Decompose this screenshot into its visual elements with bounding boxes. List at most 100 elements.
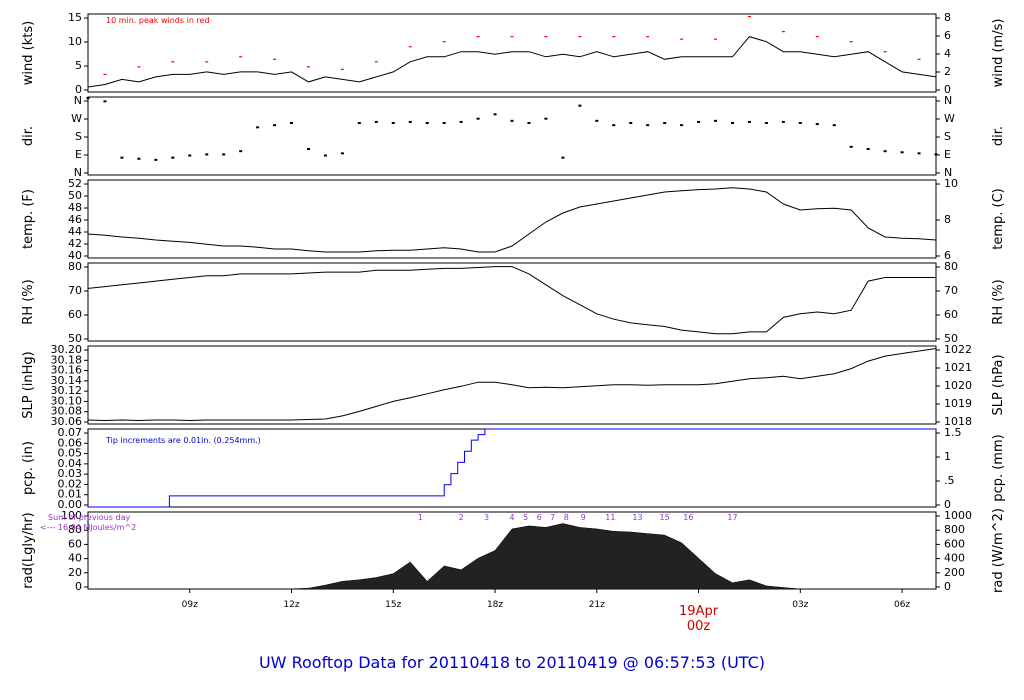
dir-point	[408, 120, 412, 123]
left-axis-label: dir.	[21, 126, 36, 146]
dir-point	[629, 122, 633, 124]
dir-point	[374, 120, 378, 123]
dir-point	[340, 152, 344, 155]
dir-point	[306, 148, 310, 150]
prev-day-label: Sum of previous day	[48, 513, 130, 522]
date-hour-label: 00z	[687, 619, 711, 634]
dir-point	[256, 126, 260, 129]
left-tick-label: N	[74, 166, 82, 179]
panel-wind: 0 5 10 15 0 2 4 6 8 wind (kts) wind (m/s) 10 min. p…	[21, 11, 1006, 96]
dir-point	[934, 153, 938, 156]
x-tick-label: 12z	[283, 600, 299, 610]
x-tick-label: 03z	[792, 600, 808, 610]
dir-point	[425, 122, 429, 124]
dir-point	[900, 151, 904, 154]
right-tick-label: 8	[944, 11, 951, 24]
left-axis-label: temp. (F)	[21, 189, 36, 249]
sun-hour-label: 3	[484, 513, 489, 522]
sun-hour-label: 6	[537, 513, 542, 522]
dir-point	[391, 122, 395, 124]
right-tick-label: 2	[944, 65, 951, 78]
left-tick-label: W	[71, 112, 82, 125]
left-axis-label: SLP (inHg)	[21, 351, 36, 419]
left-tick-label: 5	[75, 59, 82, 72]
dir-point	[86, 97, 90, 100]
sun-hour-label: 15	[660, 513, 670, 522]
chart-title: UW Rooftop Data for 20110418 to 20110419…	[259, 653, 765, 672]
dir-point	[120, 156, 124, 159]
panel-frame	[87, 179, 937, 259]
right-axis-label: dir.	[991, 126, 1006, 146]
right-tick-label: 1000	[944, 509, 972, 522]
x-tick-label: 15z	[385, 600, 401, 610]
right-tick-label: 800	[944, 523, 965, 536]
sun-hour-label: 17	[727, 513, 737, 522]
right-tick-label: N	[944, 94, 952, 107]
dir-point	[510, 119, 514, 122]
left-tick-label: 0.03	[58, 467, 83, 480]
left-tick-label: 30.14	[51, 374, 83, 387]
wind-series-line	[87, 36, 937, 88]
left-tick-label: 30.10	[51, 394, 83, 407]
rh-series-line	[87, 266, 936, 335]
left-tick-label: 15	[68, 11, 82, 24]
right-tick-label: 1020	[944, 379, 972, 392]
dir-point	[798, 122, 802, 124]
right-axis-label: wind (m/s)	[991, 19, 1006, 88]
dir-point	[917, 152, 921, 155]
left-tick-label: 0.07	[58, 426, 83, 439]
sun-hour-label: 9	[581, 513, 586, 522]
right-tick-label: 200	[944, 566, 965, 579]
right-tick-label: 1021	[944, 361, 972, 374]
dir-point	[273, 124, 277, 127]
sun-hour-label: 5	[523, 513, 528, 522]
pcp-series-line	[88, 428, 936, 508]
panel-frame	[87, 13, 937, 93]
x-tick-label: 18z	[487, 600, 503, 610]
right-tick-label: N	[944, 166, 952, 179]
dir-point	[103, 100, 107, 103]
left-tick-label: 60	[68, 537, 82, 550]
dir-point	[578, 104, 582, 107]
sun-hour-label: 16	[683, 513, 693, 522]
dir-point	[697, 120, 701, 123]
right-axis-label: pcp. (mm)	[991, 434, 1006, 501]
right-axis-label: temp. (C)	[991, 188, 1006, 250]
dir-point	[527, 122, 531, 124]
sun-hour-label: 1	[418, 513, 423, 522]
left-tick-label: 0.00	[58, 498, 83, 511]
left-axis-label: pcp. (in)	[21, 441, 36, 495]
x-tick-label: 09z	[182, 600, 198, 610]
dir-point	[188, 154, 192, 157]
dir-point	[222, 153, 226, 156]
dir-point	[595, 119, 599, 122]
left-tick-label: S	[75, 130, 82, 143]
dir-point	[781, 120, 785, 123]
x-tick-label: 21z	[589, 600, 605, 610]
dir-point	[646, 124, 650, 127]
sun-hour-label: 4	[509, 513, 514, 522]
left-axis-label: wind (kts)	[21, 21, 36, 85]
panel-frame	[87, 345, 937, 425]
rad-area	[284, 523, 801, 590]
right-tick-label: 80	[944, 260, 958, 273]
wind-annotation: 10 min. peak winds in red	[106, 16, 210, 25]
dir-point	[815, 123, 819, 126]
panel-rad: 02040608010002004006008001000rad(Lgly/hr…	[21, 508, 1006, 593]
sun-hour-label: 2	[459, 513, 464, 522]
dir-point	[476, 117, 480, 120]
slp-series-line	[87, 348, 937, 422]
right-tick-label: 1	[944, 450, 951, 463]
left-tick-label: 0.04	[58, 457, 83, 470]
dir-point	[459, 120, 463, 123]
prev-day-value: <--- 16.94 MJoules/m^2	[40, 523, 136, 532]
right-tick-label: 1022	[944, 343, 972, 356]
left-tick-label: 50	[68, 332, 82, 345]
left-tick-label: 0.01	[58, 488, 83, 501]
left-tick-label: 70	[68, 284, 82, 297]
dir-point	[612, 124, 616, 127]
right-tick-label: .5	[944, 474, 955, 487]
left-tick-label: 0.06	[58, 436, 83, 449]
